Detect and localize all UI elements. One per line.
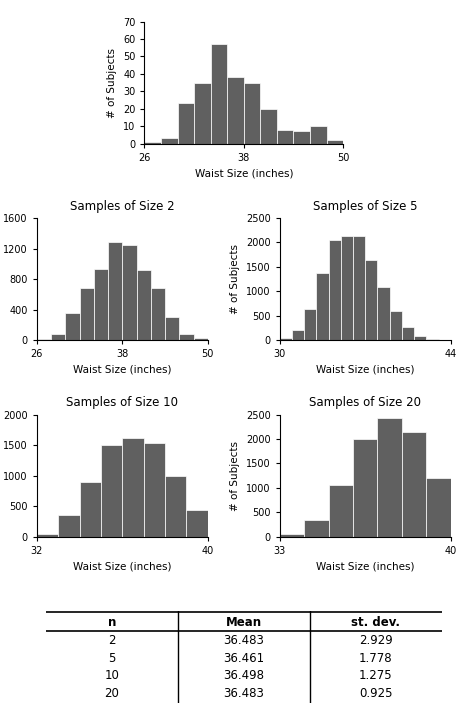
Bar <box>291 331 303 340</box>
Bar <box>328 240 340 340</box>
Bar <box>37 339 51 340</box>
Bar <box>425 478 450 536</box>
Bar <box>293 131 309 143</box>
Bar <box>316 272 328 340</box>
Bar <box>79 482 101 536</box>
X-axis label: Waist Size (inches): Waist Size (inches) <box>315 561 414 571</box>
Bar <box>37 533 58 536</box>
Bar <box>243 82 260 143</box>
X-axis label: Waist Size (inches): Waist Size (inches) <box>315 365 414 375</box>
Text: 36.483: 36.483 <box>223 687 263 701</box>
Text: 1.275: 1.275 <box>358 670 392 683</box>
Title: Samples of Size 10: Samples of Size 10 <box>66 397 178 409</box>
Bar <box>143 443 165 536</box>
Bar <box>58 516 79 536</box>
Text: 2.929: 2.929 <box>358 634 392 647</box>
Bar <box>303 309 316 340</box>
Text: 2: 2 <box>108 634 115 647</box>
Text: Mean: Mean <box>225 616 261 629</box>
Bar <box>165 475 186 536</box>
Bar <box>210 44 227 143</box>
Bar <box>279 338 291 340</box>
Text: 1.778: 1.778 <box>358 652 392 665</box>
Bar <box>136 270 151 340</box>
Bar <box>161 138 177 143</box>
Bar <box>108 242 122 340</box>
Text: 36.498: 36.498 <box>223 670 264 683</box>
Bar <box>122 438 143 536</box>
Bar <box>279 534 303 536</box>
Title: Samples of Size 5: Samples of Size 5 <box>312 200 417 213</box>
Bar <box>122 244 136 340</box>
X-axis label: Waist Size (inches): Waist Size (inches) <box>73 365 171 375</box>
Bar <box>340 236 352 340</box>
Bar <box>377 288 389 340</box>
Bar <box>352 236 364 340</box>
Text: n: n <box>107 616 116 629</box>
Text: 20: 20 <box>104 687 119 701</box>
Y-axis label: # of Subjects: # of Subjects <box>107 47 117 118</box>
Bar <box>276 130 293 143</box>
Title: Samples of Size 20: Samples of Size 20 <box>308 397 420 409</box>
Bar <box>144 142 161 143</box>
Bar <box>309 126 326 143</box>
Bar <box>401 432 425 536</box>
Bar <box>227 77 243 143</box>
X-axis label: Waist Size (inches): Waist Size (inches) <box>73 561 171 571</box>
Bar <box>193 338 207 340</box>
Text: 36.483: 36.483 <box>223 634 263 647</box>
Bar <box>401 327 413 340</box>
Y-axis label: # of Subjects: # of Subjects <box>230 244 240 314</box>
Bar <box>389 311 401 340</box>
Bar <box>194 82 210 143</box>
Bar <box>94 269 108 340</box>
Bar <box>79 288 94 340</box>
Bar <box>179 334 193 340</box>
Bar <box>303 520 328 536</box>
Bar <box>328 485 352 536</box>
Bar <box>377 419 401 536</box>
Text: 10: 10 <box>104 670 119 683</box>
X-axis label: Waist Size (inches): Waist Size (inches) <box>194 168 292 179</box>
Bar <box>151 288 165 340</box>
Bar <box>364 260 377 340</box>
Bar <box>260 109 276 143</box>
Text: 5: 5 <box>108 652 115 665</box>
Text: 36.461: 36.461 <box>223 652 264 665</box>
Y-axis label: # of Subjects: # of Subjects <box>230 441 240 511</box>
Bar <box>352 439 377 536</box>
Bar <box>65 313 79 340</box>
Bar <box>177 103 194 143</box>
Bar <box>413 336 425 340</box>
Bar <box>425 338 437 340</box>
Bar <box>186 511 207 536</box>
Text: 0.925: 0.925 <box>358 687 392 701</box>
Bar <box>165 317 179 340</box>
Title: Samples of Size 2: Samples of Size 2 <box>70 200 174 213</box>
Bar <box>101 445 122 536</box>
Text: st. dev.: st. dev. <box>350 616 399 629</box>
Bar <box>326 140 342 143</box>
Bar <box>51 334 65 340</box>
